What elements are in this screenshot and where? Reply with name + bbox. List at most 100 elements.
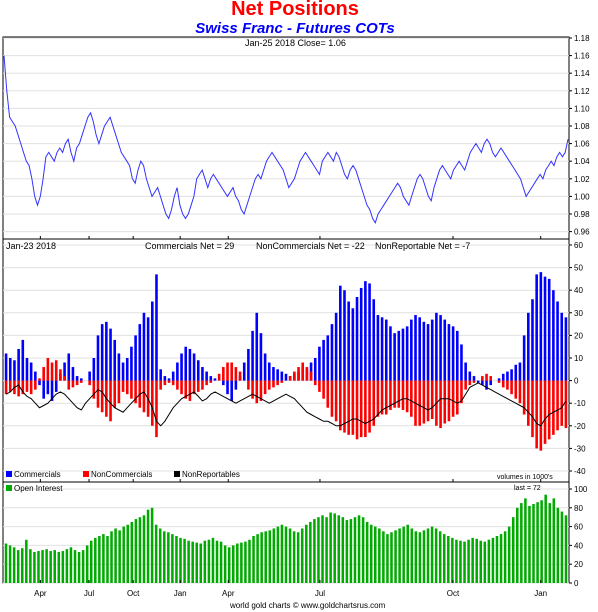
open-interest-bar xyxy=(317,517,320,583)
open-interest-bar xyxy=(256,534,259,583)
commercials-bar xyxy=(213,378,217,381)
open-interest-bar xyxy=(45,549,48,583)
commercials-bar xyxy=(405,326,409,381)
open-interest-bar xyxy=(154,524,158,583)
cot-tick-label: 40 xyxy=(574,286,583,295)
open-interest-bar xyxy=(12,547,16,583)
commercials-bar xyxy=(163,376,167,381)
noncommercials-bar xyxy=(372,380,376,426)
noncommercials-bar xyxy=(560,380,564,426)
commercials-bar xyxy=(422,321,426,381)
noncommercials-bar xyxy=(201,380,204,390)
noncommercials-bar xyxy=(535,380,538,449)
open-interest-bar xyxy=(532,504,535,583)
open-interest-bar xyxy=(179,537,182,583)
commercials-bar xyxy=(38,380,41,386)
cot-grid xyxy=(3,244,569,472)
open-interest-bar xyxy=(528,505,531,583)
open-interest-bar xyxy=(122,526,125,583)
noncommercials-bar xyxy=(468,380,472,386)
commercials-bar xyxy=(63,362,66,381)
oi-tick-label: 80 xyxy=(574,504,583,513)
noncommercials-bar xyxy=(267,380,271,390)
open-interest-bar xyxy=(41,550,44,583)
open-interest-bar xyxy=(195,542,198,583)
x-tick-label: Apr xyxy=(222,589,235,598)
open-interest-bar xyxy=(260,532,263,583)
open-interest-bar xyxy=(361,517,365,583)
noncommercials-bar xyxy=(297,367,300,381)
commercials-bar xyxy=(539,272,543,381)
cot-tick-label: 30 xyxy=(574,309,583,318)
open-interest-bar xyxy=(467,539,470,583)
commercials-bar xyxy=(393,333,396,381)
open-interest-bar xyxy=(73,550,77,583)
commercials-bar xyxy=(171,371,175,381)
open-interest-bar xyxy=(94,537,97,583)
x-tick-label: Apr xyxy=(34,589,47,598)
commercials-bar xyxy=(151,301,154,381)
noncommercials-bar xyxy=(196,380,200,392)
open-interest-bar xyxy=(240,542,243,583)
noncommercials-bar xyxy=(293,371,296,381)
noncommercials-bar xyxy=(247,380,250,390)
noncommercials-bar xyxy=(510,380,513,395)
noncommercials-bar xyxy=(117,380,121,404)
chart-title: Net Positions xyxy=(231,0,359,20)
commercials-bar xyxy=(276,369,279,381)
commercials-bar xyxy=(96,335,100,381)
open-interest-bar xyxy=(422,530,426,583)
open-interest-bar xyxy=(167,532,170,583)
open-interest-bar xyxy=(341,517,345,583)
commercials-bar xyxy=(468,371,472,381)
noncommercials-bar xyxy=(42,367,45,381)
open-interest-bar xyxy=(61,551,65,583)
commercials-bar xyxy=(192,353,196,381)
open-interest-bar xyxy=(374,526,377,583)
noncommercials-bar xyxy=(422,380,426,424)
oi-tick-label: 20 xyxy=(574,560,583,569)
commercials-bar xyxy=(180,353,183,381)
price-tick-label: 1.04 xyxy=(574,157,590,166)
oi-series xyxy=(4,494,568,583)
noncommercials-bar xyxy=(426,380,430,422)
noncommercials-bar xyxy=(564,380,568,429)
noncommercials-bar xyxy=(339,380,342,431)
commercials-bar xyxy=(247,348,250,381)
cot-tick-label: -40 xyxy=(574,467,586,476)
open-interest-bar xyxy=(471,537,474,583)
open-interest-bar xyxy=(4,543,8,583)
commercials-bar xyxy=(284,373,288,381)
commercials-bar xyxy=(88,371,91,381)
cot-tick-label: -20 xyxy=(574,422,586,431)
commercials-bar xyxy=(552,290,555,381)
noncommercials-bar xyxy=(501,380,505,388)
commercials-bar xyxy=(272,367,275,381)
open-interest-bar xyxy=(219,541,223,583)
noncommercials-bar xyxy=(543,380,547,444)
oi-legend: Open Interest xyxy=(6,484,63,493)
open-interest-bar xyxy=(118,530,121,583)
open-interest-bar xyxy=(183,538,186,583)
commercials-bar xyxy=(326,335,330,381)
open-interest-bar xyxy=(459,540,462,583)
open-interest-bar xyxy=(146,509,150,583)
noncommercials-bar xyxy=(451,380,455,417)
noncommercials-bar xyxy=(171,380,175,386)
cot-tick-label: 20 xyxy=(574,331,583,340)
open-interest-bar xyxy=(252,536,255,583)
open-interest-bar xyxy=(483,541,487,583)
open-interest-bar xyxy=(365,521,369,583)
commercials-bar xyxy=(134,335,137,381)
open-interest-bar xyxy=(288,528,292,583)
open-interest-bar xyxy=(207,539,211,583)
commercials-bar xyxy=(426,324,430,381)
noncommercials-bar xyxy=(17,380,20,397)
price-tick-label: 0.98 xyxy=(574,210,590,219)
commercials-bar xyxy=(359,287,363,381)
noncommercials-bar xyxy=(59,369,62,381)
oi-tick-label: 0 xyxy=(574,579,579,588)
noncommercials-bar xyxy=(359,380,363,438)
price-line xyxy=(3,55,569,224)
commercials-bar xyxy=(100,324,104,381)
